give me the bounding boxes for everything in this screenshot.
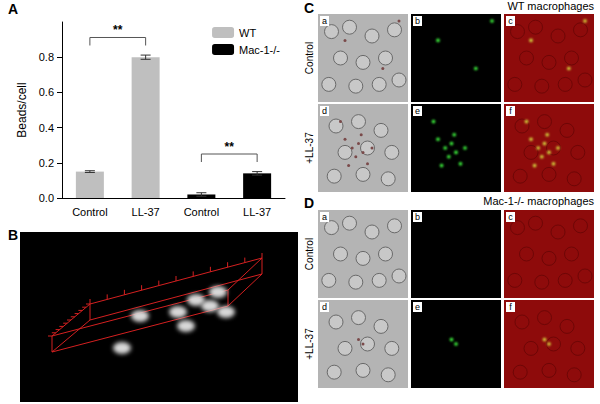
svg-text:Mac-1-/- macrophages: Mac-1-/- macrophages [483, 195, 594, 207]
svg-text:+LL-37: +LL-37 [304, 328, 315, 360]
svg-text:f: f [509, 106, 512, 116]
svg-text:0.8: 0.8 [39, 51, 54, 63]
svg-text:0.0: 0.0 [39, 192, 54, 204]
svg-text:Control: Control [184, 206, 219, 218]
svg-text:WT: WT [239, 27, 256, 39]
svg-text:A: A [8, 1, 18, 17]
svg-text:0.2: 0.2 [39, 157, 54, 169]
svg-text:B: B [8, 227, 18, 243]
svg-text:C: C [304, 0, 314, 16]
svg-text:+LL-37: +LL-37 [304, 132, 315, 164]
svg-text:LL-37: LL-37 [243, 206, 271, 218]
svg-text:e: e [415, 302, 420, 312]
svg-text:Control: Control [304, 238, 315, 270]
svg-text:b: b [415, 16, 420, 26]
svg-text:D: D [304, 195, 314, 211]
svg-text:c: c [508, 16, 513, 26]
svg-text:0.6: 0.6 [39, 86, 54, 98]
svg-text:LL-37: LL-37 [132, 206, 160, 218]
svg-text:0.4: 0.4 [39, 122, 54, 134]
svg-text:Beads/cell: Beads/cell [15, 82, 29, 137]
svg-text:d: d [322, 302, 327, 312]
svg-text:b: b [415, 212, 420, 222]
svg-text:c: c [508, 212, 513, 222]
svg-text:**: ** [113, 23, 123, 37]
svg-text:a: a [322, 212, 327, 222]
svg-text:a: a [322, 16, 327, 26]
svg-text:e: e [415, 106, 420, 116]
svg-text:Control: Control [72, 206, 107, 218]
svg-text:WT macrophages: WT macrophages [507, 0, 594, 12]
svg-text:Mac-1-/-: Mac-1-/- [239, 44, 280, 56]
svg-text:Control: Control [304, 42, 315, 74]
svg-text:f: f [509, 302, 512, 312]
svg-text:d: d [322, 106, 327, 116]
svg-text:**: ** [225, 140, 235, 154]
